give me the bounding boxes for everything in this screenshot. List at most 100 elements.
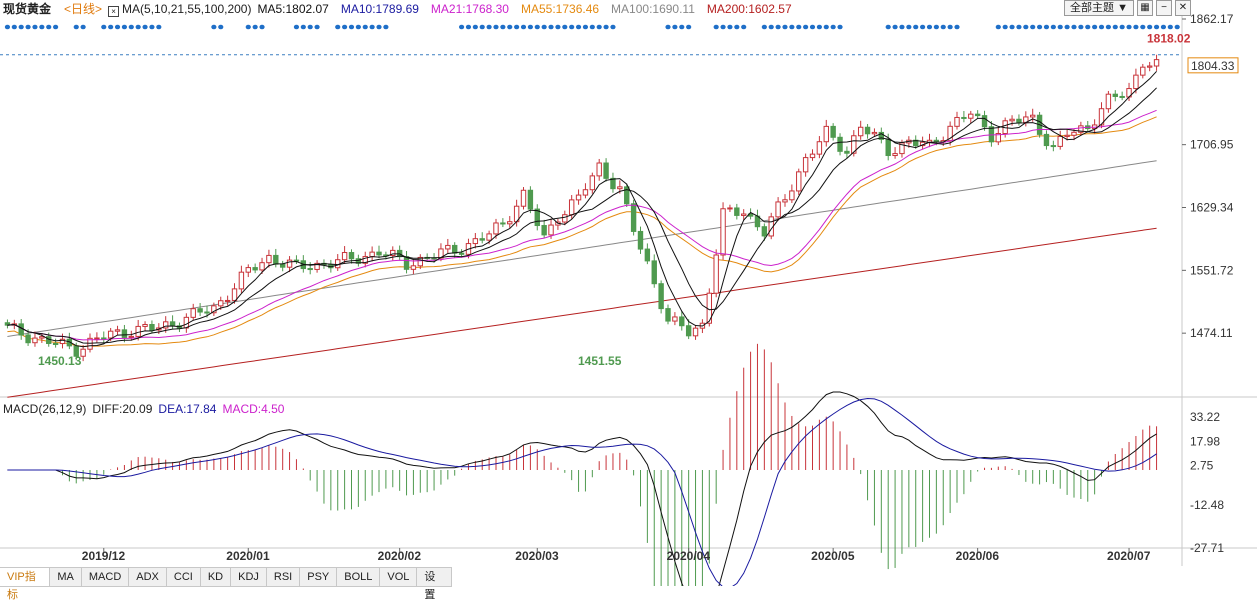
tab-1[interactable]: MA (50, 568, 82, 586)
diff-line (7, 391, 1157, 586)
tab-3[interactable]: ADX (129, 568, 167, 586)
marker-dot (789, 24, 795, 30)
marker-dot (114, 24, 121, 30)
symbol-name: 现货黄金 (3, 2, 52, 16)
marker-dot (809, 24, 816, 30)
marker-dot (1043, 24, 1050, 30)
candle-body (830, 125, 836, 138)
tab-4[interactable]: CCI (167, 568, 201, 586)
candle-body (596, 162, 602, 177)
candle-body (114, 329, 121, 332)
candle-body (630, 203, 637, 232)
marker-dot (108, 24, 114, 30)
marker-dot (1112, 24, 1118, 30)
tab-9[interactable]: BOLL (337, 568, 381, 586)
ma100-value: MA100:1690.11 (611, 2, 695, 16)
marker-dot (128, 24, 134, 30)
marker-dot (101, 24, 107, 30)
candle-body (617, 186, 623, 190)
minus-icon[interactable]: − (1156, 0, 1172, 16)
marker-dot (926, 24, 933, 30)
ma-spec-label: MA(5,10,21,55,100,200) (122, 2, 252, 16)
marker-dot (121, 24, 128, 30)
marker-dot (53, 24, 59, 30)
tab-0[interactable]: VIP指标 (0, 568, 51, 601)
tab-2[interactable]: MACD (82, 568, 130, 586)
marker-dot (1036, 24, 1043, 30)
toolbar: 全部主题 ▼ ▦ − ✕ (1064, 0, 1191, 16)
ma200-line (7, 227, 1157, 398)
marker-dot (486, 24, 492, 30)
candle-body (314, 262, 320, 270)
candle-body (520, 189, 527, 207)
candle-body (224, 299, 231, 302)
candle-body (1133, 74, 1139, 90)
marker-dot (376, 24, 382, 30)
candle-body (658, 283, 664, 310)
candle-body (369, 251, 375, 258)
tab-6[interactable]: KDJ (231, 568, 267, 586)
marker-dot (1153, 24, 1160, 30)
price-tick-label: 1474.11 (1190, 326, 1233, 340)
candle-body (720, 208, 726, 256)
macd-tick-label: 33.22 (1190, 410, 1220, 424)
candle-body (685, 325, 692, 337)
candle-body (417, 256, 423, 267)
marker-dot (465, 24, 472, 30)
close-icon[interactable]: ✕ (1175, 0, 1191, 16)
candle-body (1140, 66, 1146, 76)
candle-body (410, 265, 417, 270)
tab-7[interactable]: RSI (267, 568, 301, 586)
candle-body (231, 288, 238, 301)
candle-body (149, 324, 155, 331)
candle-body (486, 233, 492, 241)
marker-dot (73, 24, 79, 30)
marker-dot (1030, 24, 1036, 30)
marker-dot (135, 24, 141, 30)
marker-dot (761, 24, 767, 30)
checkbox-icon[interactable]: × (108, 6, 120, 17)
candle-body (727, 207, 733, 210)
period-label[interactable]: <日线> (64, 2, 103, 16)
grid-icon[interactable]: ▦ (1137, 0, 1153, 16)
candle-body (534, 208, 540, 227)
candle-body (94, 337, 100, 340)
candle-body (204, 311, 210, 314)
marker-dot (1009, 24, 1015, 30)
tab-11[interactable]: 设置 (417, 568, 452, 601)
candle-body (637, 230, 644, 250)
candle-body (974, 113, 981, 117)
candle-body (981, 115, 988, 128)
marker-dot (500, 24, 506, 30)
candle-body (589, 175, 596, 191)
marker-dot (534, 24, 540, 30)
candle-body (18, 323, 24, 336)
tab-10[interactable]: VOL (380, 568, 418, 586)
candle-body (1030, 114, 1036, 118)
marker-dot (514, 24, 520, 30)
marker-dot (307, 24, 313, 30)
theme-button[interactable]: 全部主题 ▼ (1064, 0, 1134, 16)
candle-body (1078, 125, 1084, 133)
ma55-line (7, 116, 1157, 347)
month-label: 2020/06 (956, 549, 1000, 563)
candle-body (961, 116, 967, 119)
candle-body (851, 135, 857, 154)
marker-dot (1140, 24, 1146, 30)
candle-body (789, 190, 795, 201)
candle-body (1043, 133, 1050, 147)
candle-body (493, 222, 499, 235)
candle-body (954, 116, 960, 127)
tab-5[interactable]: KD (201, 568, 232, 586)
marker-dot (575, 24, 582, 30)
marker-dot (149, 24, 155, 30)
tab-8[interactable]: PSY (300, 568, 338, 586)
marker-dot (947, 24, 953, 30)
candle-body (1119, 95, 1125, 98)
price-chart[interactable]: 1862.17 1706.95 1629.34 1551.72 1474.11 1804.… (0, 0, 1257, 586)
marker-dot (1167, 24, 1173, 30)
macd-diff: DIFF:20.09 (92, 402, 153, 416)
marker-dot (314, 24, 320, 30)
macd-tick-label: -12.48 (1190, 498, 1224, 512)
candle-body (823, 125, 829, 143)
